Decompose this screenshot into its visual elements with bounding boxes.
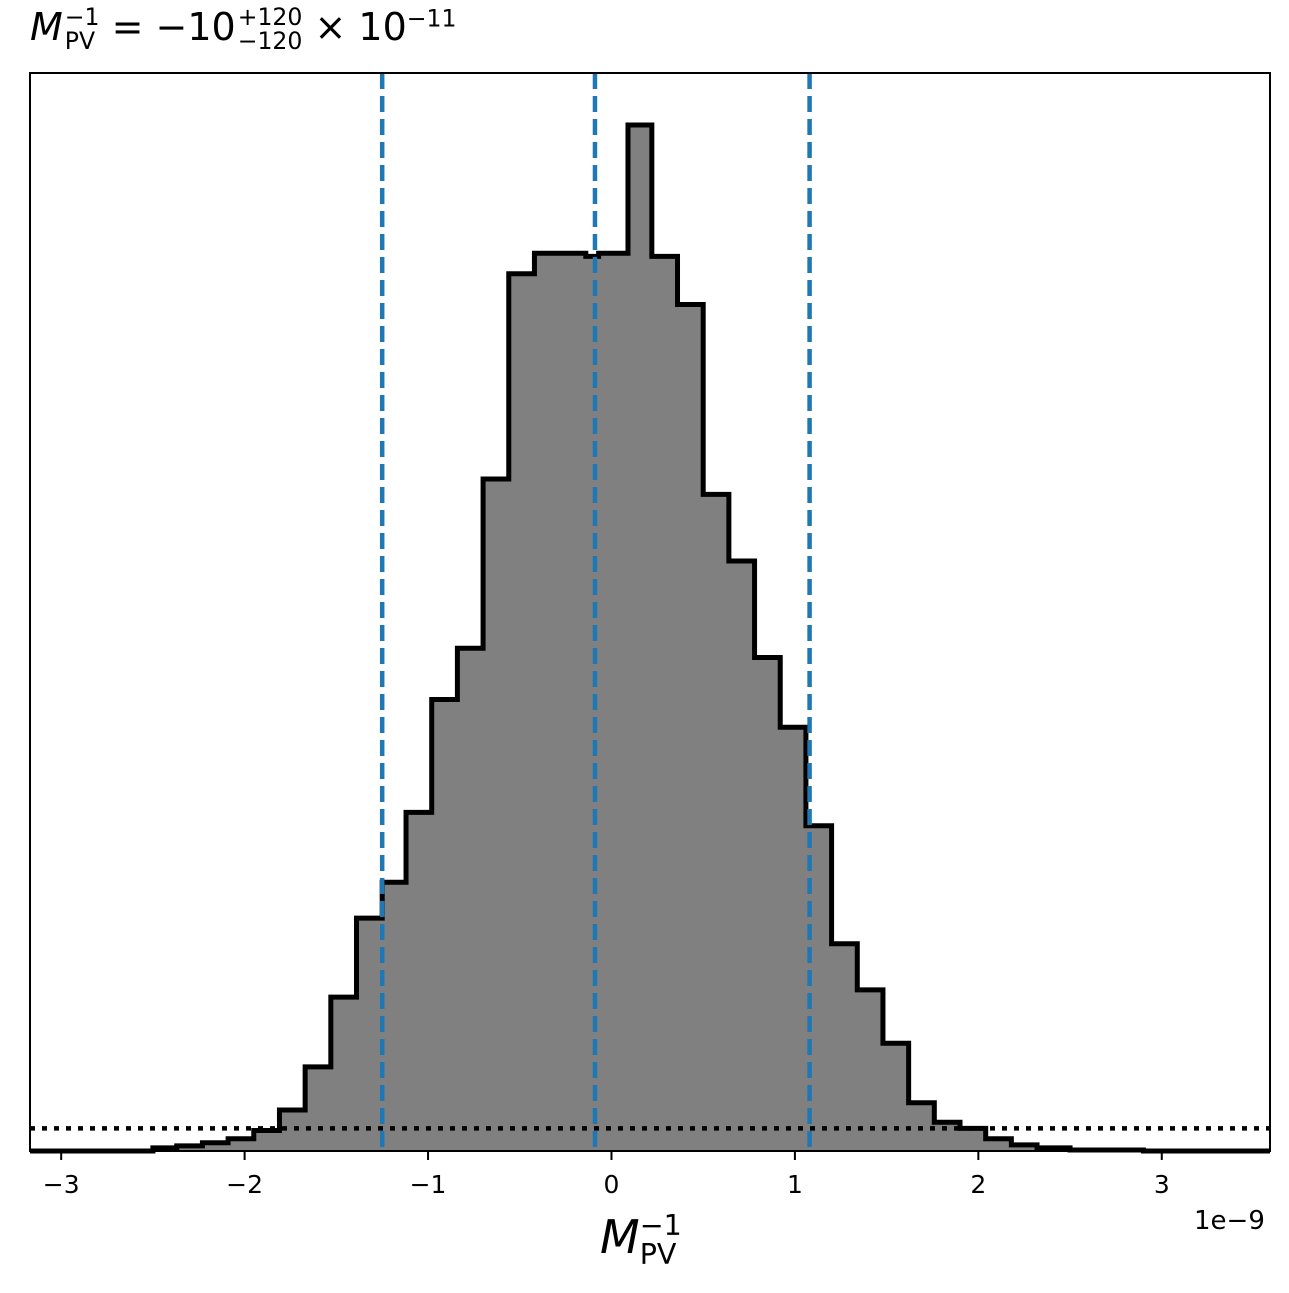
histogram-bar [627,125,653,1151]
x-tick-label: 0 [604,1170,620,1199]
histogram-bar [754,657,781,1151]
histogram-bar [598,253,629,1151]
histogram-bar [483,478,510,1152]
histogram-bar [677,304,704,1151]
histogram-bar [176,1145,203,1151]
histogram-bar [857,989,884,1151]
x-tick-label: 2 [970,1170,986,1199]
histogram-bar [1011,1144,1038,1151]
x-axis-ticks: −3 −2 −1 0 1 2 3 [43,1151,1170,1199]
histogram-bar [202,1142,229,1151]
histogram-bar [985,1138,1012,1151]
chart-title: M −1 PV = −10 +120 −120 × 10−11 [30,3,457,55]
histogram-bar [780,727,807,1151]
x-axis-sub: PV [639,1237,677,1271]
title-value: = −10 [99,5,236,50]
histogram-bar [560,253,587,1151]
histogram-bar [703,494,730,1151]
histogram-bar [728,561,756,1151]
histogram-bar [305,1066,332,1151]
histogram-bar [651,256,679,1151]
histogram-bars [152,125,1144,1152]
histogram-bar [508,273,535,1151]
title-symbol-sup: −1 [64,3,100,31]
histogram-bar [534,253,561,1151]
histogram-bar [406,812,433,1151]
histogram-bar [831,943,858,1151]
histogram-bar [253,1130,280,1151]
histogram-bar [882,1043,910,1151]
title-times: × 10 [302,5,407,50]
x-tick-label: −2 [226,1170,263,1199]
title-symbol: M [30,5,63,50]
histogram-outline [30,122,1270,1154]
title-upper-error: +120 [237,3,303,31]
histogram-bar [457,648,484,1151]
histogram-bar [330,997,358,1151]
x-axis-offset-label: 1e−9 [1194,1206,1265,1236]
quantile-lines [379,73,812,1151]
histogram-bar [431,699,458,1151]
title-symbol-sub: PV [64,26,96,55]
x-tick-label: −3 [43,1170,80,1199]
x-tick-label: −1 [410,1170,447,1199]
title-lower-error: −120 [237,26,303,55]
histogram-bar [382,882,407,1151]
histogram-bar [960,1128,987,1151]
x-tick-label: 3 [1154,1170,1170,1199]
x-axis-symbol: M [600,1210,640,1265]
histogram-bar [805,825,833,1151]
x-axis-label: M −1 PV [600,1209,682,1271]
histogram-bar [228,1138,255,1151]
x-tick-label: 1 [787,1170,803,1199]
plot-frame [29,72,1271,1152]
title-exponent: −11 [406,4,457,33]
x-axis-sup: −1 [639,1209,682,1242]
histogram-bar [356,918,383,1151]
